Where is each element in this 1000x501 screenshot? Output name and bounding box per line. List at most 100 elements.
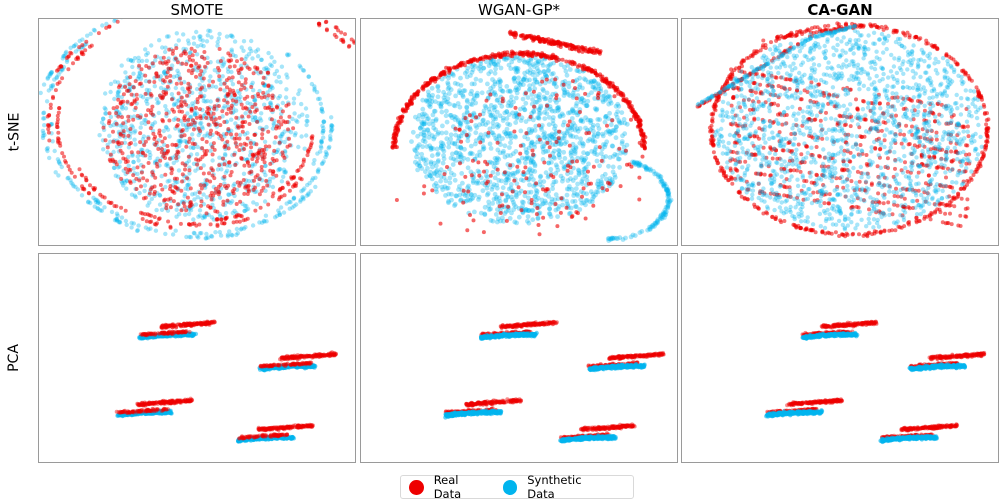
point xyxy=(162,199,166,203)
point xyxy=(271,172,275,176)
point xyxy=(58,141,62,145)
point xyxy=(615,236,620,241)
point xyxy=(583,126,588,131)
point xyxy=(109,115,113,119)
point xyxy=(215,131,219,135)
point xyxy=(154,72,158,76)
point xyxy=(166,85,170,89)
point xyxy=(664,184,669,189)
point xyxy=(266,130,270,134)
point xyxy=(414,155,419,160)
point xyxy=(619,91,623,95)
point xyxy=(320,106,324,110)
point xyxy=(187,183,191,187)
point xyxy=(76,56,80,60)
point xyxy=(158,159,162,163)
point xyxy=(100,209,104,213)
point xyxy=(42,123,46,127)
point xyxy=(241,49,245,53)
point xyxy=(196,66,200,70)
point xyxy=(632,160,637,165)
point xyxy=(219,218,223,222)
point xyxy=(115,105,119,109)
point xyxy=(193,169,197,173)
point xyxy=(88,45,92,49)
point xyxy=(136,56,140,60)
point xyxy=(163,50,167,54)
point xyxy=(156,147,160,151)
point xyxy=(205,39,209,43)
point xyxy=(71,184,75,188)
point xyxy=(642,139,646,143)
point xyxy=(160,118,164,122)
point xyxy=(580,195,584,199)
point xyxy=(169,205,173,209)
point xyxy=(173,143,177,147)
point xyxy=(529,190,534,195)
point xyxy=(304,133,308,137)
point xyxy=(123,70,127,74)
point xyxy=(461,94,466,99)
point xyxy=(596,73,600,77)
point xyxy=(453,94,458,99)
point xyxy=(487,63,492,68)
point xyxy=(131,173,135,177)
point xyxy=(776,113,780,117)
point xyxy=(535,206,539,210)
point xyxy=(218,78,222,82)
point xyxy=(226,234,230,238)
point xyxy=(141,176,145,180)
point xyxy=(256,92,260,96)
point xyxy=(191,142,195,146)
point xyxy=(287,137,291,141)
point xyxy=(499,211,503,215)
point xyxy=(281,175,285,179)
point xyxy=(496,178,501,183)
point xyxy=(616,157,621,162)
point xyxy=(583,92,587,96)
point xyxy=(315,151,319,155)
point xyxy=(130,102,134,106)
point xyxy=(201,216,205,220)
point xyxy=(271,108,275,112)
point xyxy=(251,223,255,227)
point xyxy=(434,189,439,194)
point xyxy=(175,99,179,103)
point xyxy=(179,222,183,226)
point xyxy=(225,186,229,190)
point xyxy=(259,206,263,210)
point xyxy=(894,114,898,118)
point xyxy=(563,156,568,161)
point xyxy=(503,143,508,148)
point xyxy=(237,80,241,84)
point xyxy=(144,64,148,68)
point xyxy=(89,32,93,36)
point xyxy=(225,34,229,38)
point xyxy=(582,186,586,190)
point xyxy=(135,229,139,233)
point xyxy=(175,69,179,73)
point xyxy=(584,217,588,221)
point xyxy=(235,215,239,219)
point xyxy=(102,126,106,130)
point xyxy=(192,42,196,46)
point xyxy=(312,158,316,162)
point xyxy=(573,175,578,180)
point xyxy=(242,172,246,176)
point xyxy=(517,113,521,117)
point xyxy=(243,57,247,61)
point xyxy=(251,95,255,99)
point xyxy=(490,187,495,192)
point xyxy=(131,72,135,76)
point xyxy=(255,160,259,164)
point xyxy=(489,174,493,178)
point xyxy=(260,132,264,136)
point xyxy=(164,60,168,64)
point xyxy=(601,99,606,104)
point xyxy=(217,163,221,167)
point xyxy=(468,151,473,156)
point xyxy=(489,218,494,223)
point xyxy=(748,108,752,112)
point xyxy=(495,125,500,130)
point xyxy=(244,77,248,81)
